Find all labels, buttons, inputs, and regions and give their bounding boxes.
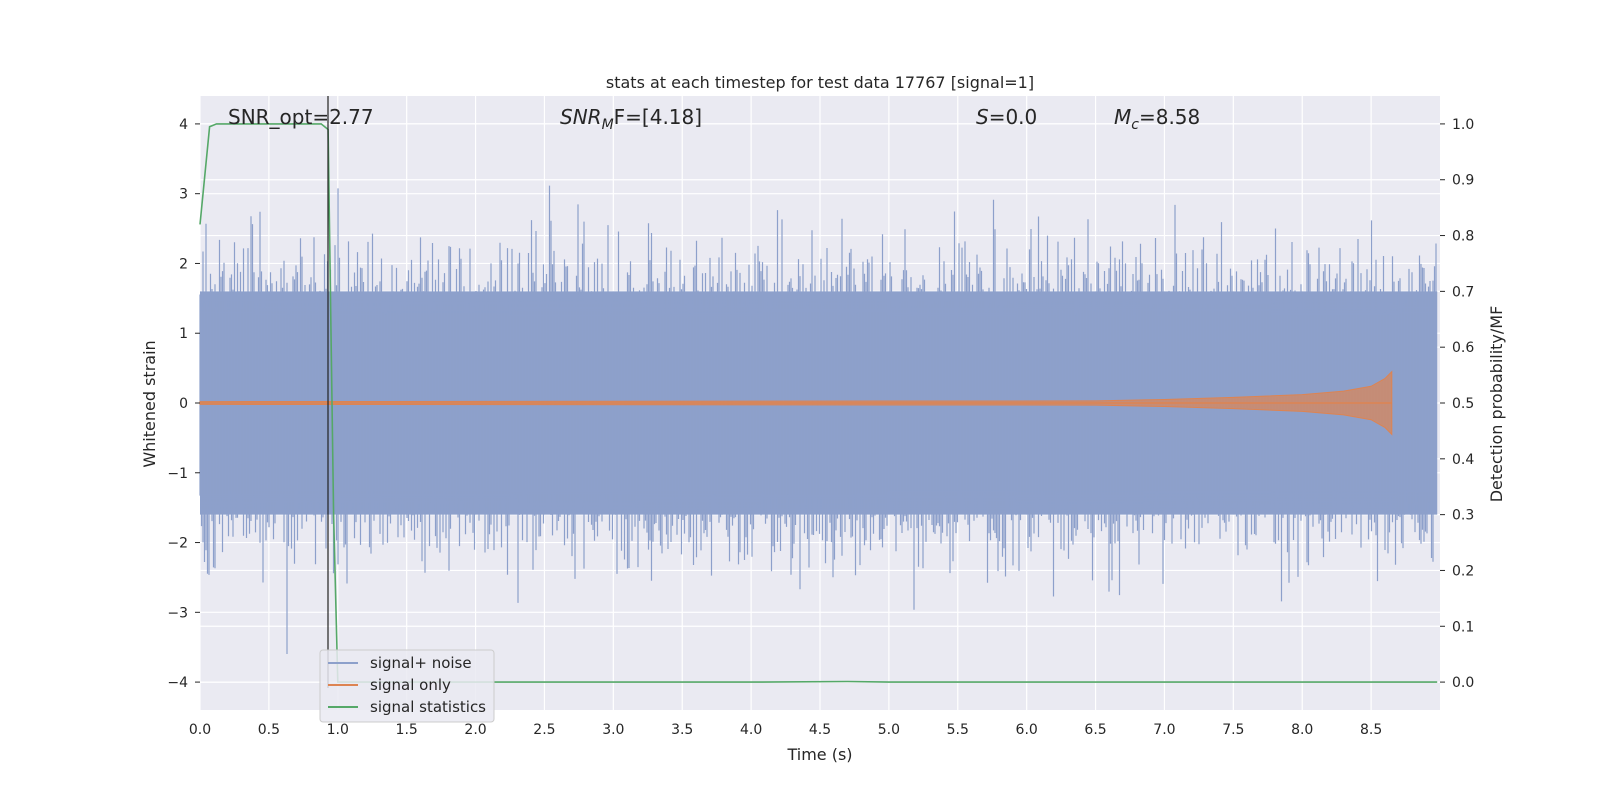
- x-tick-label: 5.5: [947, 722, 969, 738]
- x-tick-label: 3.0: [602, 722, 624, 738]
- y2-axis: 1.0 0.9 0.8 0.7 0.6 0.5 0.4 0.3 0.2 0.1 0.0: [1440, 117, 1474, 691]
- x-tick-label: 0.5: [258, 722, 280, 738]
- snr-mf-rest: F=[4.18]: [614, 105, 702, 129]
- snr-mf-sub: M: [602, 117, 614, 133]
- x-tick-label: 4.5: [809, 722, 831, 738]
- x-tick-label: 1.0: [327, 722, 349, 738]
- x-tick-label: 6.5: [1084, 722, 1106, 738]
- y-tick-label: −4: [167, 675, 188, 691]
- mc-base: M: [1114, 105, 1131, 129]
- y2-tick-label: 0.6: [1452, 340, 1474, 356]
- x-tick-label: 0.0: [189, 722, 211, 738]
- y2-tick-label: 0.9: [1452, 173, 1474, 189]
- y2-tick-label: 0.1: [1452, 619, 1474, 635]
- y-tick-label: 3: [179, 187, 188, 203]
- y-tick-label: 1: [179, 326, 188, 342]
- legend-label-signal: signal only: [370, 676, 451, 694]
- y-tick-label: 4: [179, 117, 188, 133]
- x-tick-label: 6.0: [1016, 722, 1038, 738]
- y2-tick-label: 0.0: [1452, 675, 1474, 691]
- y2-tick-label: 0.7: [1452, 284, 1474, 300]
- annotation-mc: Mc=8.58: [1114, 105, 1200, 133]
- snr-mf-base: SNR: [560, 105, 602, 129]
- x-tick-label: 1.5: [396, 722, 418, 738]
- legend-box: [319, 649, 495, 723]
- x-tick-label: 2.5: [533, 722, 555, 738]
- y2-tick-label: 0.4: [1452, 452, 1474, 468]
- y-tick-label: −1: [167, 466, 188, 482]
- annotation-s: S=0.0: [976, 105, 1037, 129]
- y2-tick-label: 0.8: [1452, 229, 1474, 245]
- x-axis-label: Time (s): [786, 745, 852, 764]
- annotation-snr-opt: SNR_opt=2.77: [228, 105, 374, 129]
- x-tick-label: 5.0: [878, 722, 900, 738]
- signal-series: [199, 370, 1393, 436]
- mc-sub: c: [1131, 117, 1139, 133]
- legend-label-stats: signal statistics: [370, 698, 486, 716]
- y-axis-label: Whitened strain: [140, 340, 159, 467]
- y-tick-label: 0: [179, 396, 188, 412]
- x-tick-label: 8.0: [1291, 722, 1313, 738]
- y-tick-label: −3: [167, 605, 188, 621]
- y2-axis-label: Detection probability/MF: [1487, 306, 1506, 503]
- x-tick-label: 4.0: [740, 722, 762, 738]
- y-tick-label: −2: [167, 536, 188, 552]
- y2-tick-label: 0.5: [1452, 396, 1474, 412]
- annotation-snr-mf: SNRMF=[4.18]: [560, 105, 702, 133]
- y-axis: 4 3 2 1 0 −1 −2 −3 −4: [167, 117, 200, 691]
- mc-rest: =8.58: [1139, 105, 1200, 129]
- x-tick-label: 3.5: [671, 722, 693, 738]
- x-tick-label: 7.0: [1153, 722, 1175, 738]
- s-rest: =0.0: [989, 105, 1038, 129]
- s-label: S: [976, 105, 989, 129]
- legend: signal+ noise signal only signal statist…: [319, 649, 495, 723]
- x-axis: 0.0 0.5 1.0 1.5 2.0 2.5 3.0 3.5 4.0 4.5 5.0 5.5 6.0 6…: [189, 722, 1382, 738]
- y2-tick-label: 0.3: [1452, 508, 1474, 524]
- y2-tick-label: 1.0: [1452, 117, 1474, 133]
- x-tick-label: 2.0: [464, 722, 486, 738]
- x-tick-label: 8.5: [1360, 722, 1382, 738]
- y-tick-label: 2: [179, 256, 188, 272]
- x-tick-label: 7.5: [1222, 722, 1244, 738]
- legend-label-noise: signal+ noise: [370, 654, 472, 672]
- y2-tick-label: 0.2: [1452, 563, 1474, 579]
- chart-title: stats at each timestep for test data 177…: [606, 73, 1034, 92]
